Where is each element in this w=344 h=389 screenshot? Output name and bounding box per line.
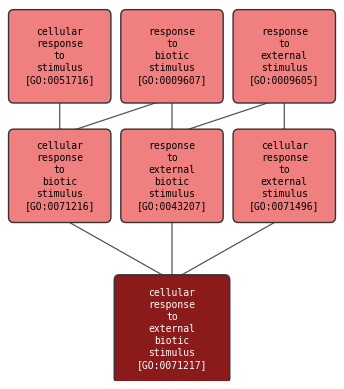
FancyBboxPatch shape xyxy=(233,10,335,103)
Text: cellular
response
to
biotic
stimulus
[GO:0071216]: cellular response to biotic stimulus [GO… xyxy=(24,141,95,211)
Text: cellular
response
to
external
stimulus
[GO:0071496]: cellular response to external stimulus [… xyxy=(249,141,320,211)
FancyBboxPatch shape xyxy=(9,129,111,223)
FancyBboxPatch shape xyxy=(121,10,223,103)
Text: response
to
external
biotic
stimulus
[GO:0043207]: response to external biotic stimulus [GO… xyxy=(137,141,207,211)
FancyBboxPatch shape xyxy=(233,129,335,223)
Text: cellular
response
to
external
biotic
stimulus
[GO:0071217]: cellular response to external biotic sti… xyxy=(137,288,207,370)
Text: response
to
external
stimulus
[GO:0009605]: response to external stimulus [GO:000960… xyxy=(249,27,320,85)
FancyBboxPatch shape xyxy=(121,129,223,223)
FancyBboxPatch shape xyxy=(9,10,111,103)
Text: cellular
response
to
stimulus
[GO:0051716]: cellular response to stimulus [GO:005171… xyxy=(24,27,95,85)
Text: response
to
biotic
stimulus
[GO:0009607]: response to biotic stimulus [GO:0009607] xyxy=(137,27,207,85)
FancyBboxPatch shape xyxy=(114,275,230,383)
